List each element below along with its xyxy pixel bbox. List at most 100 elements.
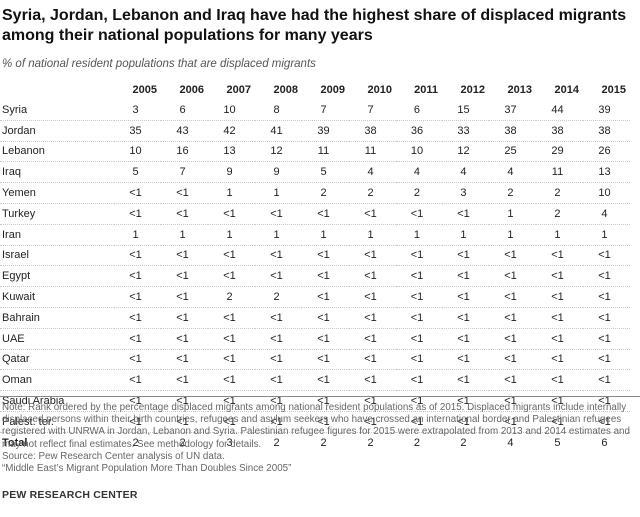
table-row: Turkey <1 <1 <1 <1 <1 <1 <1 <1 1 2 4 (0, 203, 630, 225)
year-header: 2012 (460, 84, 485, 96)
table-cell: <1 (255, 390, 302, 412)
table-cell: <1 (349, 369, 396, 392)
table-cell: <1 (161, 390, 208, 412)
table-row: Iran 1 1 1 1 1 1 1 1 1 1 1 (0, 224, 630, 246)
table-cell: 38 (535, 120, 583, 142)
table-cell: 5 (302, 161, 349, 184)
table-cell: <1 (582, 369, 630, 392)
table-cell: <1 (488, 411, 536, 433)
table-cell: 1 (255, 224, 302, 246)
table-cell: 2 (488, 182, 536, 204)
table-cell: <1 (488, 369, 536, 392)
report-title: “Middle East’s Migrant Population More T… (2, 463, 292, 475)
row-label: Egypt (0, 265, 114, 288)
table-cell: <1 (535, 286, 583, 308)
table-body: Syria 3 6 10 8 7 7 6 15 37 44 39 Jordan 35 43 42 41 39 38 3… (0, 100, 630, 453)
chart-subtitle: % of national resident populations that … (2, 58, 316, 70)
table-cell: <1 (441, 286, 489, 308)
table-row: Kuwait <1 <1 2 2 <1 <1 <1 <1 <1 <1 <1 (0, 286, 630, 308)
table-cell: <1 (535, 369, 583, 392)
table-cell: 2 (367, 436, 374, 449)
table-cell: <1 (161, 328, 208, 350)
table-cell: 3 (114, 100, 161, 121)
table-cell: 42 (208, 120, 255, 142)
table-cell: 11 (349, 141, 396, 163)
table-row: Iraq 5 7 9 9 5 4 4 4 4 11 13 (0, 161, 630, 184)
table-cell: <1 (349, 265, 396, 288)
table-cell: 38 (349, 120, 396, 142)
year-header: 2014 (554, 84, 579, 96)
table-row: Saudi Arabia <1 <1 <1 <1 <1 <1 <1 <1 <1 <1 <1 (0, 390, 630, 412)
row-label: Jordan (0, 120, 114, 142)
table-cell: 12 (255, 141, 302, 163)
table-cell: 9 (208, 161, 255, 184)
table-cell: <1 (582, 265, 630, 288)
table-cell: 38 (582, 120, 630, 142)
table-cell: 25 (488, 141, 536, 163)
row-label: Yemen (0, 182, 114, 204)
table-cell: <1 (302, 328, 349, 350)
year-header: 2008 (273, 84, 298, 96)
table-cell: 26 (582, 141, 630, 163)
row-label: Saudi Arabia (0, 390, 114, 412)
table-cell: 6 (601, 436, 608, 449)
table-cell: <1 (441, 349, 489, 371)
table-cell: <1 (535, 307, 583, 329)
table-cell: <1 (302, 369, 349, 392)
table-cell: <1 (396, 328, 442, 350)
table-cell: <1 (114, 369, 161, 392)
row-label: Total (2, 436, 28, 449)
table-cell: <1 (349, 390, 396, 412)
table-cell: <1 (302, 203, 349, 225)
table-cell: <1 (255, 245, 302, 267)
table-cell: <1 (302, 265, 349, 288)
table-cell: <1 (488, 307, 536, 329)
table-cell: 4 (396, 161, 442, 184)
table-cell: <1 (441, 411, 489, 433)
table-cell: 1 (535, 224, 583, 246)
table-cell: 4 (582, 203, 630, 225)
total-row: Total 2 2 3 2 2 2 2 2 4 5 6 (0, 432, 630, 452)
table-cell: <1 (114, 265, 161, 288)
table-cell: <1 (161, 203, 208, 225)
row-label: Syria (0, 100, 114, 121)
table-cell: <1 (582, 286, 630, 308)
table-cell: 37 (488, 100, 536, 121)
table-cell: <1 (582, 307, 630, 329)
table-cell: <1 (208, 328, 255, 350)
table-cell: 2 (208, 286, 255, 308)
table-cell: 29 (535, 141, 583, 163)
table-cell: 1 (208, 182, 255, 204)
table-cell: 41 (255, 120, 302, 142)
year-header: 2013 (507, 84, 532, 96)
table-cell: <1 (302, 390, 349, 412)
table-cell: 2 (273, 436, 280, 449)
table-cell: 13 (582, 161, 630, 184)
table-cell: 10 (114, 141, 161, 163)
table-cell: <1 (535, 390, 583, 412)
table-cell: <1 (349, 349, 396, 371)
table-cell: 4 (488, 161, 536, 184)
table-cell: 1 (488, 203, 536, 225)
table-cell: <1 (441, 369, 489, 392)
table-cell: <1 (582, 245, 630, 267)
table-cell: 39 (302, 120, 349, 142)
table-cell: <1 (396, 390, 442, 412)
table-cell: 10 (582, 182, 630, 204)
table-cell: 1 (161, 224, 208, 246)
table-cell: 35 (114, 120, 161, 142)
table-cell: <1 (488, 265, 536, 288)
table-cell: <1 (208, 203, 255, 225)
year-header: 2015 (601, 84, 626, 96)
table-cell: <1 (582, 328, 630, 350)
table-cell: <1 (255, 411, 302, 433)
table-cell: 4 (349, 161, 396, 184)
table-cell: <1 (302, 286, 349, 308)
row-label: UAE (0, 328, 114, 350)
row-label: Kuwait (0, 286, 114, 308)
table-cell: 2 (396, 182, 442, 204)
table-cell: 1 (396, 224, 442, 246)
table-cell: <1 (161, 369, 208, 392)
footer-divider (0, 396, 640, 397)
table-cell: <1 (349, 245, 396, 267)
